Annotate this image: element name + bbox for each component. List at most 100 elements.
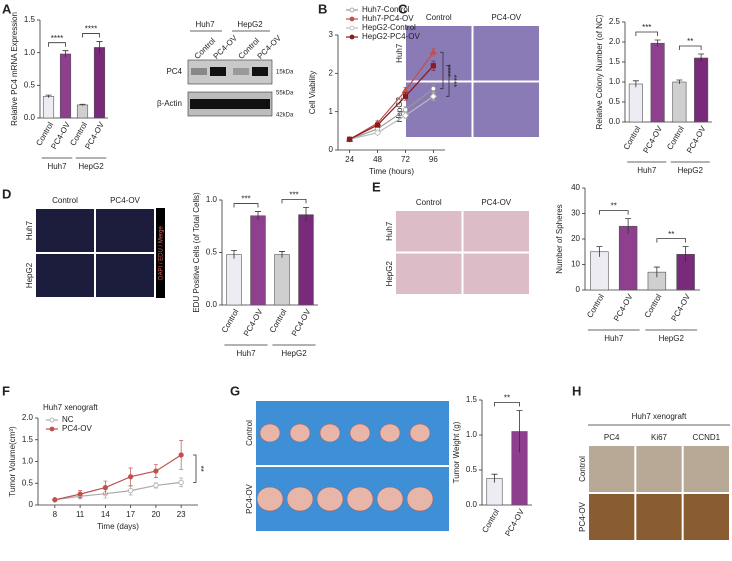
error-bar bbox=[676, 79, 683, 84]
point bbox=[178, 452, 184, 458]
column-label: Control bbox=[416, 198, 442, 207]
sig-bracket bbox=[440, 51, 444, 90]
x-tick-label: Control bbox=[665, 124, 686, 151]
bar bbox=[226, 254, 242, 306]
sig-bracket bbox=[678, 45, 702, 50]
side-strip bbox=[156, 208, 165, 298]
band bbox=[252, 67, 268, 76]
band bbox=[191, 68, 207, 75]
column-label: Control bbox=[52, 196, 78, 205]
point bbox=[347, 136, 353, 142]
band bbox=[233, 68, 249, 75]
bar bbox=[672, 81, 687, 123]
legend-marker bbox=[349, 25, 355, 31]
marker-label: 55kDa bbox=[276, 91, 294, 97]
point bbox=[153, 468, 159, 474]
y-axis-label: Tumor Volume(cm³) bbox=[8, 426, 17, 497]
micrograph bbox=[589, 446, 635, 492]
micrograph bbox=[683, 494, 729, 540]
y-tick-label: 10 bbox=[571, 260, 580, 269]
group-label: HepG2 bbox=[78, 162, 104, 171]
point bbox=[402, 93, 409, 99]
row-label: PC4-OV bbox=[578, 501, 587, 531]
column-label: PC4-OV bbox=[481, 198, 511, 207]
y-tick-label: 0.5 bbox=[22, 478, 34, 487]
legend-label: NC bbox=[62, 415, 74, 424]
x-tick-label: 17 bbox=[126, 510, 135, 519]
error-bar bbox=[653, 266, 660, 278]
x-tick-label: PC4-OV bbox=[641, 124, 664, 155]
x-axis-label: Time (hours) bbox=[369, 167, 414, 176]
x-tick-label: Control bbox=[622, 124, 643, 151]
micrograph bbox=[406, 82, 472, 137]
column-label: CCND1 bbox=[693, 433, 721, 442]
sig-bracket bbox=[193, 454, 197, 483]
micrograph bbox=[96, 209, 154, 252]
x-tick-label: 23 bbox=[177, 510, 186, 519]
protein-label: β-Actin bbox=[157, 99, 182, 108]
row-label: Huh7 bbox=[395, 43, 404, 63]
legend-label: Huh7-PC4-OV bbox=[362, 14, 414, 23]
point bbox=[402, 107, 409, 113]
panel-letter: G bbox=[230, 383, 240, 398]
y-tick-label: 0 bbox=[329, 145, 334, 154]
group-label: Huh7 bbox=[604, 334, 624, 343]
group-label: HepG2 bbox=[678, 166, 704, 175]
bar bbox=[628, 83, 643, 123]
micrograph bbox=[396, 211, 462, 252]
error-bar bbox=[596, 246, 603, 257]
point bbox=[429, 92, 437, 100]
panel-letter: D bbox=[2, 186, 11, 201]
image-title: Huh7 xenograft bbox=[632, 412, 687, 421]
point bbox=[153, 482, 159, 489]
tumor bbox=[379, 423, 401, 443]
bar bbox=[59, 53, 72, 119]
y-axis-label: Cell Viability bbox=[308, 71, 317, 114]
tumor bbox=[406, 486, 434, 512]
chart-title: Huh7 xenograft bbox=[43, 403, 98, 412]
point bbox=[430, 63, 436, 69]
y-tick-label: 0.0 bbox=[609, 117, 621, 126]
panel-letter: F bbox=[2, 383, 10, 398]
sig-bracket bbox=[281, 198, 307, 204]
y-tick-label: 1.0 bbox=[609, 77, 621, 86]
y-axis-label: Relative PC4 mRNA Expression bbox=[10, 12, 19, 126]
group-label: Huh7 bbox=[637, 166, 657, 175]
x-tick-label: Control bbox=[268, 307, 289, 334]
sig-label: **** bbox=[443, 64, 452, 76]
sig-label: *** bbox=[241, 195, 250, 204]
series-line bbox=[349, 51, 434, 140]
blot-lane: PC4-OV bbox=[256, 33, 284, 61]
micrograph bbox=[463, 211, 529, 252]
sig-label: *** bbox=[289, 190, 298, 199]
panel-letter: H bbox=[572, 383, 581, 398]
micrograph bbox=[473, 82, 539, 137]
tumor bbox=[346, 486, 374, 512]
point bbox=[102, 484, 108, 491]
sig-bracket bbox=[494, 402, 520, 407]
y-tick-label: 1.0 bbox=[466, 430, 478, 439]
x-tick-label: PC4-OV bbox=[685, 124, 708, 155]
tumor bbox=[319, 423, 341, 443]
sig-bracket bbox=[635, 31, 659, 36]
error-bar bbox=[625, 218, 632, 234]
x-tick-label: Control bbox=[220, 307, 241, 334]
y-tick-label: 2.0 bbox=[609, 37, 621, 46]
point bbox=[373, 129, 382, 137]
y-axis-label: Tumor Weight (g) bbox=[452, 421, 461, 483]
series-line bbox=[349, 88, 434, 140]
series-line bbox=[349, 65, 434, 140]
blot-lane: PC4-OV bbox=[212, 33, 240, 61]
bar bbox=[618, 225, 638, 291]
column-label: PC4-OV bbox=[110, 196, 140, 205]
bar bbox=[298, 214, 314, 306]
legend-marker bbox=[49, 426, 55, 432]
x-tick-label: Control bbox=[585, 292, 606, 319]
sig-bracket bbox=[233, 203, 259, 208]
legend-label: HepG2-PC4-OV bbox=[362, 32, 420, 41]
tumor bbox=[256, 486, 284, 512]
group-label: HepG2 bbox=[659, 334, 685, 343]
side-label: DAPI / EDU / Merge bbox=[159, 226, 165, 280]
point bbox=[128, 474, 134, 480]
error-bar bbox=[303, 206, 309, 223]
